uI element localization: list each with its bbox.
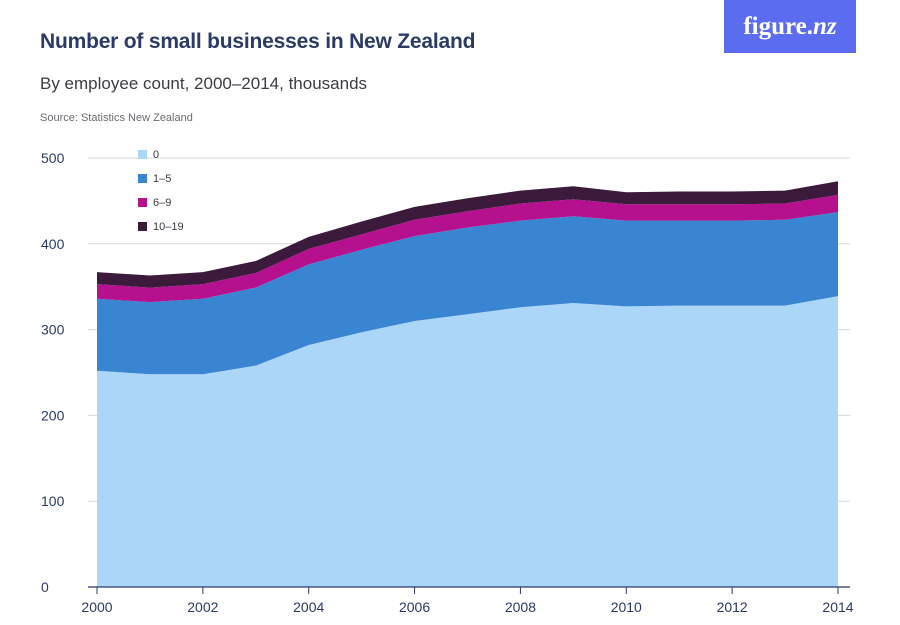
legend-swatch: [138, 150, 147, 159]
area-series-3: [97, 194, 838, 303]
x-tick-label: 2000: [81, 599, 112, 615]
legend-label: 10–19: [153, 221, 184, 233]
legend-label: 6–9: [153, 197, 171, 209]
x-tick-label: 2008: [505, 599, 536, 615]
y-tick-label: 500: [41, 150, 65, 166]
axis-layer: 0 100 200 300 400 500 2000 2002 2004 2006 2008 2010…: [41, 150, 854, 615]
y-tick-label: 300: [41, 322, 65, 338]
legend-label: 1–5: [153, 173, 171, 185]
x-tick-label: 2002: [187, 599, 218, 615]
legend-swatch: [138, 222, 147, 231]
chart-subtitle: By employee count, 2000–2014, thousands: [40, 74, 368, 93]
chart-source: Source: Statistics New Zealand: [40, 112, 193, 124]
legend-swatch: [138, 174, 147, 183]
x-tick-label: 2014: [822, 599, 853, 615]
x-tick-label: 2010: [611, 599, 642, 615]
x-tick-label: 2006: [399, 599, 430, 615]
legend: 0 1–5 6–9 10–19: [138, 149, 184, 233]
logo-main-text: figure: [743, 12, 807, 40]
x-tick-label: 2004: [293, 599, 324, 615]
area-series-1: [97, 296, 838, 587]
y-tick-label: 200: [41, 407, 65, 423]
y-tick-label: 100: [41, 493, 65, 509]
area-series-2: [97, 212, 838, 375]
logo-suffix-text: nz: [813, 12, 837, 40]
y-tick-label: 0: [41, 579, 49, 595]
area-layer: [97, 181, 838, 587]
figure-nz-logo[interactable]: figure. nz: [724, 0, 856, 53]
area-series-4: [97, 181, 838, 288]
logo-dot-text: .: [806, 12, 814, 40]
legend-label: 0: [153, 149, 159, 161]
chart-title: Number of small businesses in New Zealan…: [40, 30, 476, 53]
y-tick-label: 400: [41, 236, 65, 252]
x-tick-label: 2012: [717, 599, 748, 615]
legend-swatch: [138, 198, 147, 207]
